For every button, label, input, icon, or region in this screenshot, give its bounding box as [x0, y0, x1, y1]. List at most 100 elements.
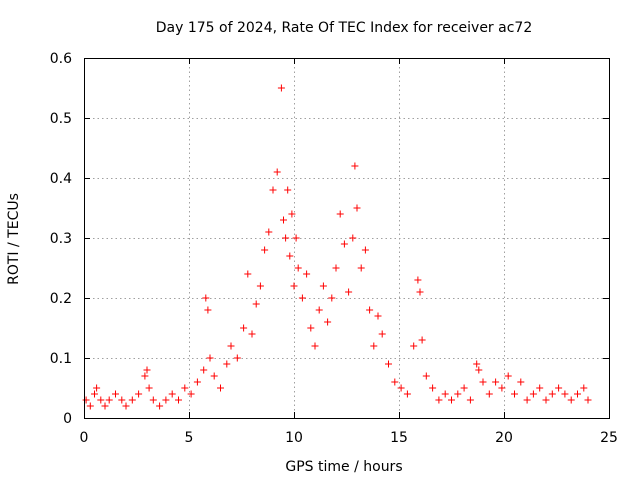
- data-point: [181, 384, 189, 392]
- data-point: [82, 396, 90, 404]
- data-point: [378, 330, 386, 338]
- data-point: [269, 186, 277, 194]
- data-point: [498, 384, 506, 392]
- data-point: [162, 396, 170, 404]
- data-point: [397, 384, 405, 392]
- data-point: [403, 390, 411, 398]
- data-point: [324, 318, 332, 326]
- data-point: [332, 264, 340, 272]
- data-point: [466, 396, 474, 404]
- data-point: [361, 246, 369, 254]
- data-point: [485, 390, 493, 398]
- data-point: [187, 390, 195, 398]
- data-point: [280, 216, 287, 224]
- data-point: [353, 204, 361, 212]
- y-tick-label: 0.6: [50, 51, 72, 67]
- data-point: [261, 246, 269, 254]
- y-tick-label: 0: [63, 411, 72, 427]
- data-point: [416, 288, 424, 296]
- x-tick-label: 15: [390, 430, 408, 446]
- data-point: [561, 390, 569, 398]
- data-point: [93, 384, 101, 392]
- data-point: [175, 396, 182, 404]
- data-point: [370, 342, 378, 350]
- data-point: [265, 228, 273, 236]
- x-tick-label: 25: [600, 430, 618, 446]
- data-point: [156, 402, 164, 410]
- y-tick-label: 0.4: [50, 171, 72, 187]
- data-point: [319, 282, 327, 290]
- data-point: [584, 396, 592, 404]
- data-point: [454, 390, 462, 398]
- data-point: [141, 372, 149, 380]
- y-tick-label: 0.1: [50, 351, 72, 367]
- data-point: [128, 396, 136, 404]
- data-point: [336, 210, 344, 218]
- x-tick-label: 0: [80, 430, 89, 446]
- data-point: [202, 294, 210, 302]
- data-point: [284, 186, 292, 194]
- y-tick-label: 0.5: [50, 111, 72, 127]
- data-point: [410, 342, 418, 350]
- data-point: [122, 402, 130, 410]
- data-point: [351, 162, 359, 170]
- data-point: [357, 264, 365, 272]
- data-point: [112, 390, 119, 398]
- data-point: [145, 384, 153, 392]
- data-point: [204, 306, 212, 314]
- x-tick-label: 10: [285, 430, 303, 446]
- data-point: [349, 234, 357, 242]
- data-point: [391, 378, 399, 386]
- data-point: [517, 378, 525, 386]
- data-point: [248, 330, 256, 338]
- data-point: [206, 354, 214, 362]
- data-point: [479, 378, 487, 386]
- data-point: [374, 312, 382, 320]
- data-point: [135, 390, 143, 398]
- data-point: [286, 252, 294, 260]
- data-point: [473, 360, 481, 368]
- data-point: [422, 372, 430, 380]
- data-point: [298, 294, 306, 302]
- data-point: [315, 306, 323, 314]
- y-axis-label: ROTI / TECUs: [6, 193, 22, 285]
- data-point: [523, 396, 531, 404]
- data-point: [227, 342, 235, 350]
- data-point: [460, 384, 468, 392]
- data-point: [418, 336, 426, 344]
- data-point: [511, 390, 518, 398]
- data-point: [475, 366, 483, 374]
- data-point: [574, 390, 581, 398]
- data-point: [244, 270, 252, 278]
- data-point: [294, 264, 302, 272]
- data-point: [290, 282, 298, 290]
- data-point: [223, 360, 231, 368]
- data-point: [143, 366, 151, 374]
- data-point: [542, 396, 550, 404]
- axis-ticks: 0 5 10 15 20 25 0 0.1 0.2 0.3 0.4 0.5 0.6: [50, 51, 618, 446]
- data-point: [210, 372, 218, 380]
- data-point: [200, 366, 208, 374]
- data-point: [555, 384, 563, 392]
- data-point: [441, 390, 449, 398]
- x-axis-label: GPS time / hours: [285, 459, 402, 475]
- data-point: [101, 402, 109, 410]
- y-tick-label: 0.3: [50, 231, 72, 247]
- data-point: [193, 378, 201, 386]
- data-point: [105, 396, 113, 404]
- data-point: [91, 390, 98, 398]
- data-point: [292, 234, 300, 242]
- data-point: [303, 270, 311, 278]
- data-point: [311, 342, 319, 350]
- y-tick-label: 0.2: [50, 291, 72, 307]
- data-point: [414, 276, 422, 284]
- data-point: [435, 396, 443, 404]
- data-point: [168, 390, 176, 398]
- grid: [84, 58, 609, 418]
- data-point: [240, 324, 248, 332]
- data-points: [82, 84, 592, 410]
- data-point: [288, 210, 296, 218]
- data-point: [340, 240, 348, 248]
- data-point: [256, 282, 264, 290]
